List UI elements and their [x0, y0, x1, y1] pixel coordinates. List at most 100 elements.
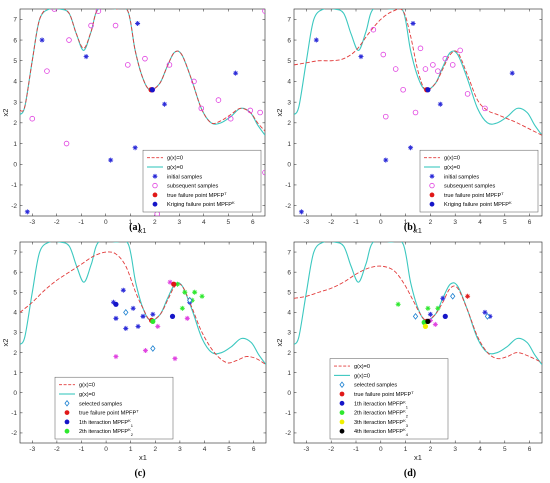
y-tick-label: -2: [285, 203, 291, 210]
x-tick-label: -1: [353, 219, 359, 226]
blue-star-marker: [113, 315, 119, 321]
green-star-marker: [182, 289, 188, 295]
y-tick-label: -2: [11, 203, 17, 210]
legend-label-superscript: K: [403, 399, 406, 404]
y-tick-label: 1: [287, 370, 291, 377]
blue-star-marker: [24, 209, 30, 215]
blue-diamond-marker: [412, 312, 419, 320]
legend-label-text: 2th iteraction MPFP: [79, 429, 128, 435]
x-tick-label: 6: [252, 446, 256, 453]
blue-star-marker: [83, 54, 89, 60]
legend-label-text: 1th iteraction MPFP: [79, 420, 128, 426]
legend-label-text: Kriging failure point MPFP: [444, 202, 509, 208]
legend-label-text: true failure point MPFP: [444, 193, 501, 199]
x-tick-label: -1: [353, 446, 359, 453]
series-blue-dot: [113, 301, 176, 319]
legend-label-subscript: 3: [406, 422, 409, 427]
y-tick-label: 1: [13, 141, 17, 148]
magenta-circle-marker: [422, 66, 429, 72]
x-axis-label: x1: [139, 226, 147, 235]
legend-label: subsequent samples: [444, 184, 496, 190]
legend-label: Kriging failure point MPFPK: [444, 200, 512, 209]
legend-label-subscript: 1: [131, 422, 134, 427]
blue-diamond-marker: [339, 381, 345, 388]
blue-star-marker: [140, 313, 146, 319]
y-tick-label: 2: [287, 120, 291, 127]
magenta-circle-marker: [430, 62, 436, 68]
x-axis-label: x1: [414, 226, 422, 235]
red-dot-marker: [152, 192, 158, 198]
series-yellow-dot: [422, 323, 429, 330]
magenta-circle-marker: [44, 68, 50, 74]
y-tick-label: -1: [285, 182, 291, 189]
legend-label-superscript: T: [136, 408, 139, 413]
magenta-circle-marker: [247, 107, 254, 114]
legend-label: g(x)=0: [444, 165, 460, 171]
legend-box: [329, 358, 449, 440]
legend-label-text: g(x)=0: [167, 156, 183, 162]
x-tick-label: 0: [104, 446, 108, 453]
blue-star-marker: [162, 101, 168, 107]
x-tick-label: 1: [128, 219, 132, 226]
series-blue-dot: [149, 87, 155, 93]
y-tick-label: -2: [285, 430, 291, 437]
y-tick-label: 4: [13, 79, 17, 86]
blue-star-marker: [108, 157, 114, 163]
legend-label-text: true failure point MPFP: [167, 193, 224, 199]
blue-dot-marker: [113, 301, 119, 307]
green-dot-marker: [64, 428, 70, 434]
legend-label-text: 2th iteraction MPFP: [354, 411, 403, 417]
blue-star-marker: [132, 145, 138, 151]
legend-label-text: Kriging failure point MPFP: [167, 202, 232, 208]
legend-label: initial samples: [444, 174, 479, 180]
green-star-marker: [174, 281, 180, 287]
legend-label-text: selected samples: [354, 383, 397, 389]
y-tick-label: 7: [287, 249, 291, 256]
green-star-marker: [425, 305, 431, 311]
legend-label: g(x)=0: [354, 364, 370, 370]
green-star-marker: [192, 289, 198, 295]
legend-label-subscript: 4: [406, 432, 409, 437]
magenta-circle-marker: [435, 68, 441, 74]
blue-dot-marker: [169, 313, 176, 319]
x-tick-label: 2: [153, 446, 157, 453]
plot-area: [294, 242, 542, 365]
magenta-circle-marker: [382, 113, 389, 120]
y-axis-label: x2: [275, 339, 284, 347]
magenta-circle-marker: [482, 105, 488, 112]
blue-star-marker: [509, 70, 515, 76]
blue-diamond-marker: [123, 308, 129, 316]
blue-star-marker: [123, 325, 129, 331]
x-tick-label: 3: [178, 446, 182, 453]
y-tick-label: 7: [13, 17, 17, 24]
blue-star-marker: [440, 295, 446, 301]
y-tick-label: 1: [13, 370, 17, 377]
magenta-star-marker: [427, 317, 433, 323]
legend-label-superscript: K: [403, 408, 406, 413]
y-tick-label: 2: [13, 350, 17, 357]
legend-label-superscript: K: [403, 427, 406, 432]
series-blue-dot: [425, 87, 431, 93]
y-tick-label: 7: [287, 17, 291, 24]
legend: g(x)=0 g(x)=0 initial samples subsequent sa…: [142, 149, 262, 213]
blue-diamond-marker: [64, 400, 70, 407]
magenta-circle-marker: [449, 62, 456, 68]
y-tick-label: -1: [11, 182, 17, 189]
x-tick-label: 6: [528, 219, 532, 226]
blue-dot-marker: [149, 87, 155, 93]
y-tick-label: 6: [287, 37, 291, 44]
y-tick-label: 6: [13, 269, 17, 276]
y-tick-label: 0: [287, 390, 291, 397]
kriging-limit-state-curve: [294, 265, 542, 364]
legend-box: [419, 149, 539, 213]
chart-panel-1: -3 -2 -1 0 1 2 3 4 5 6-2-101234567x1x2(a)g(x)=0g(…: [1, 8, 266, 235]
red-dot-marker: [171, 281, 177, 287]
legend-box: [54, 376, 174, 440]
magenta-circle-marker: [392, 66, 399, 72]
legend-label: subsequent samples: [167, 184, 219, 190]
blue-star-marker: [233, 70, 239, 76]
y-tick-label: 5: [287, 58, 291, 65]
magenta-circle-marker: [166, 62, 173, 68]
blue-star-marker: [429, 173, 435, 179]
